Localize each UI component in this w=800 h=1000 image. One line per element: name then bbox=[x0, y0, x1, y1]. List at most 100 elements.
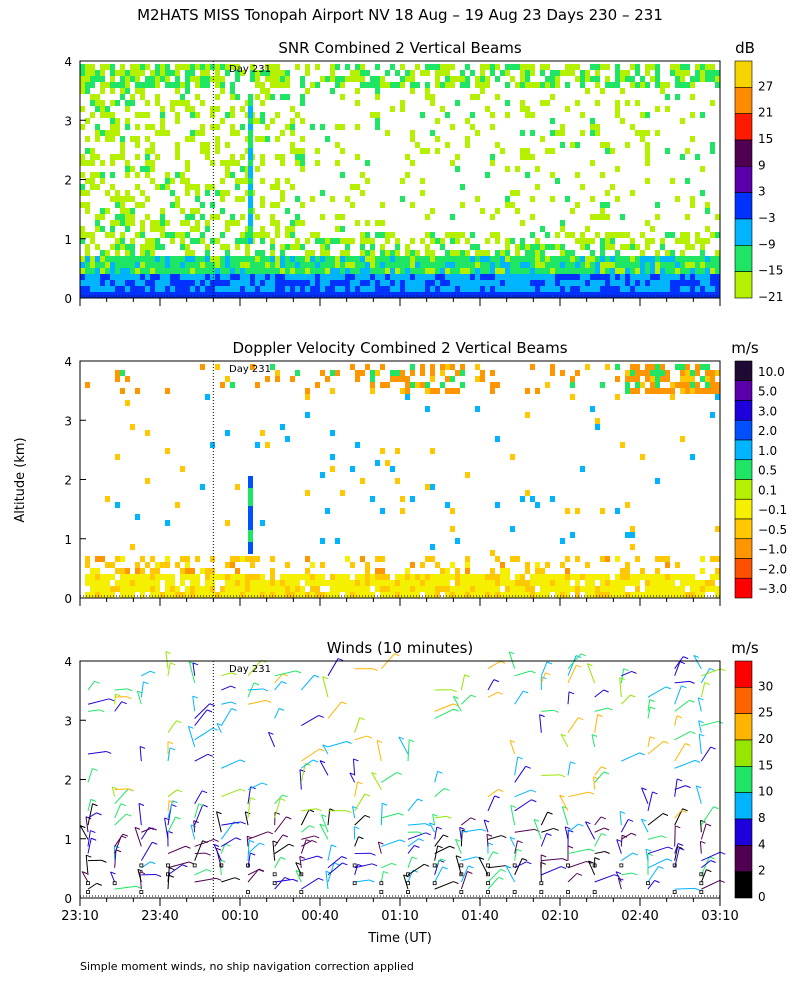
snr-cell bbox=[330, 274, 335, 280]
snr-cell bbox=[120, 196, 125, 202]
snr-cell bbox=[235, 274, 240, 280]
snr-cell bbox=[575, 172, 580, 178]
colorbar-label: −0.5 bbox=[758, 523, 787, 537]
doppler-cell bbox=[150, 586, 155, 592]
calm-marker bbox=[352, 863, 357, 868]
doppler-cell bbox=[395, 370, 400, 376]
snr-cell bbox=[490, 286, 495, 292]
doppler-cell bbox=[248, 518, 253, 524]
snr-cell bbox=[260, 196, 265, 202]
snr-cell bbox=[125, 256, 130, 262]
doppler-cell bbox=[245, 556, 250, 562]
doppler-cell bbox=[400, 580, 405, 586]
doppler-cell bbox=[595, 418, 600, 424]
snr-cell bbox=[415, 82, 420, 88]
snr-cell bbox=[530, 256, 535, 262]
snr-cell bbox=[90, 112, 95, 118]
doppler-cell bbox=[630, 388, 635, 394]
snr-cell bbox=[465, 280, 470, 286]
snr-cell bbox=[675, 274, 680, 280]
snr-cell bbox=[155, 292, 160, 298]
doppler-cell bbox=[480, 376, 485, 382]
snr-cell bbox=[530, 232, 535, 238]
colorbar-swatch bbox=[734, 60, 753, 88]
wind-barb-flag bbox=[316, 808, 322, 812]
doppler-cell bbox=[205, 394, 210, 400]
wind-barb-flag bbox=[530, 789, 537, 793]
snr-cell bbox=[225, 286, 230, 292]
doppler-cell bbox=[365, 562, 370, 568]
snr-cell bbox=[410, 70, 415, 76]
snr-cell bbox=[680, 292, 685, 298]
doppler-cell bbox=[675, 586, 680, 592]
doppler-cell bbox=[220, 382, 225, 388]
doppler-cell bbox=[190, 568, 195, 574]
snr-cell bbox=[400, 100, 405, 106]
doppler-cell bbox=[145, 586, 150, 592]
doppler-cell bbox=[495, 502, 500, 508]
snr-cell bbox=[270, 262, 275, 268]
snr-cell bbox=[365, 220, 370, 226]
snr-cell bbox=[210, 262, 215, 268]
doppler-cell bbox=[210, 442, 215, 448]
snr-cell bbox=[450, 76, 455, 82]
snr-cell bbox=[185, 184, 190, 190]
snr-cell bbox=[200, 64, 205, 70]
doppler-cell bbox=[430, 364, 435, 370]
calm-marker bbox=[272, 881, 277, 886]
snr-cell bbox=[340, 262, 345, 268]
doppler-cell bbox=[675, 592, 680, 598]
snr-cell bbox=[590, 196, 595, 202]
snr-cell bbox=[125, 172, 130, 178]
wind-barb-flag bbox=[262, 688, 269, 692]
doppler-cell bbox=[200, 364, 205, 370]
wind-barb-flag bbox=[354, 826, 360, 830]
snr-cell bbox=[360, 172, 365, 178]
doppler-cell bbox=[115, 502, 120, 508]
doppler-cell bbox=[395, 592, 400, 598]
wind-barb-flag bbox=[317, 855, 323, 859]
doppler-cell bbox=[240, 574, 245, 580]
snr-cell bbox=[480, 82, 485, 88]
snr-cell bbox=[325, 244, 330, 250]
wind-barb-flag bbox=[652, 791, 658, 795]
doppler-cell bbox=[155, 580, 160, 586]
snr-cell bbox=[125, 124, 130, 130]
snr-cell bbox=[515, 280, 520, 286]
snr-cell bbox=[665, 274, 670, 280]
colorbar-label: −1.0 bbox=[758, 543, 787, 557]
snr-cell bbox=[505, 112, 510, 118]
wind-barb bbox=[647, 858, 668, 869]
snr-cell bbox=[330, 280, 335, 286]
doppler-cell bbox=[280, 592, 285, 598]
snr-cell bbox=[250, 64, 255, 70]
doppler-cell bbox=[200, 592, 205, 598]
snr-cell bbox=[385, 280, 390, 286]
wind-barb-flag bbox=[601, 832, 607, 836]
wind-barb-flag bbox=[719, 879, 725, 883]
wind-barb-flag bbox=[619, 810, 626, 814]
snr-cell bbox=[485, 76, 490, 82]
snr-cell bbox=[340, 76, 345, 82]
snr-cell bbox=[680, 280, 685, 286]
snr-cell bbox=[570, 64, 575, 70]
snr-cell bbox=[225, 244, 230, 250]
doppler-cell bbox=[625, 370, 630, 376]
doppler-cell bbox=[645, 592, 650, 598]
snr-cell bbox=[370, 112, 375, 118]
snr-cell bbox=[365, 274, 370, 280]
snr-cell bbox=[135, 142, 140, 148]
snr-cell bbox=[90, 274, 95, 280]
snr-cell bbox=[415, 292, 420, 298]
snr-cell bbox=[600, 238, 605, 244]
snr-cell bbox=[520, 292, 525, 298]
snr-cell bbox=[185, 220, 190, 226]
wind-barb-flag bbox=[580, 653, 587, 657]
snr-cell bbox=[460, 232, 465, 238]
wind-barb bbox=[136, 690, 142, 705]
doppler-cell bbox=[670, 586, 675, 592]
snr-cell bbox=[480, 286, 485, 292]
snr-cell bbox=[595, 292, 600, 298]
wind-barb bbox=[434, 881, 454, 890]
snr-cell bbox=[230, 292, 235, 298]
